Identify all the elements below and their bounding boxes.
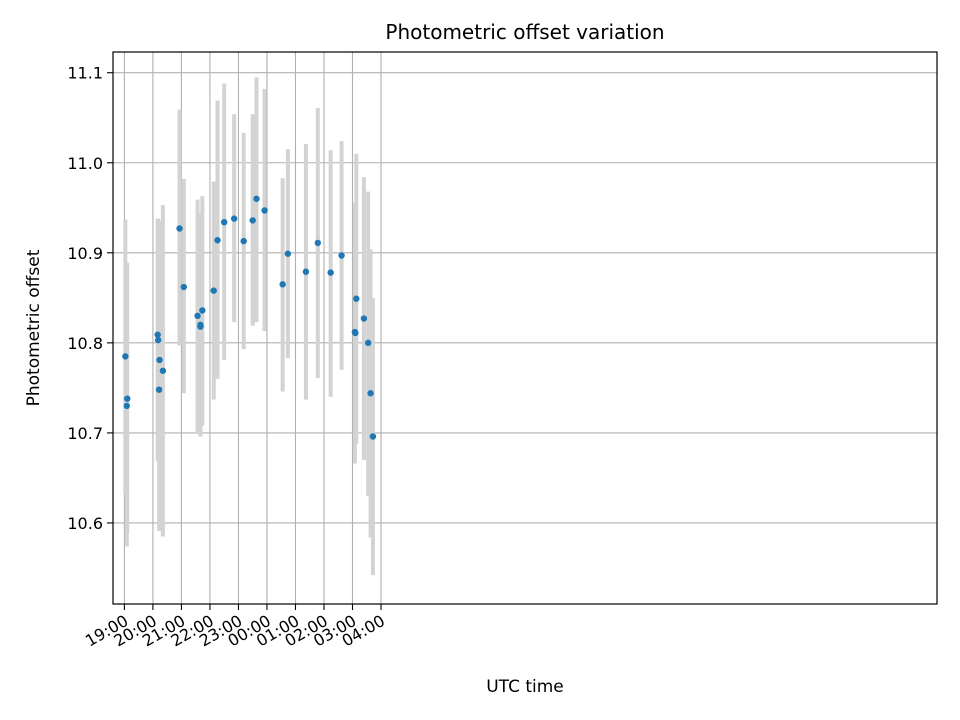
chart-title: Photometric offset variation <box>385 20 664 44</box>
data-point <box>199 307 206 314</box>
data-point <box>302 268 310 275</box>
data-point <box>367 390 374 397</box>
data-point <box>154 336 162 344</box>
y-tick-label: 10.7 <box>67 424 103 443</box>
data-point <box>214 237 221 244</box>
data-point <box>327 269 334 276</box>
data-point <box>180 283 188 291</box>
data-point <box>261 207 268 214</box>
data-point <box>353 295 360 302</box>
y-tick-label: 11.1 <box>67 64 103 83</box>
grid-lines <box>113 52 937 604</box>
y-tick-label: 10.6 <box>67 514 103 533</box>
data-point <box>230 215 238 222</box>
data-point <box>197 323 204 330</box>
data-point <box>122 353 129 360</box>
data-points <box>122 195 377 440</box>
data-point <box>364 339 372 347</box>
data-point <box>154 331 161 338</box>
data-point <box>279 281 286 288</box>
data-point <box>220 218 228 226</box>
data-point <box>124 395 131 402</box>
data-point <box>155 386 163 393</box>
x-axis-title: UTC time <box>486 677 564 697</box>
data-point <box>253 195 260 202</box>
data-point <box>159 367 167 374</box>
data-point <box>240 237 247 245</box>
data-point <box>123 402 130 410</box>
data-point <box>338 252 345 259</box>
y-axis-ticks: 10.6 10.7 10.8 10.9 11.0 11.1 <box>67 64 113 533</box>
y-tick-label: 10.8 <box>67 334 103 353</box>
plot-area-frame <box>112 51 938 605</box>
y-tick-label: 11.0 <box>67 154 103 173</box>
data-point <box>156 356 163 364</box>
error-bars <box>123 77 375 576</box>
data-point <box>369 433 377 440</box>
x-axis-ticks: 19:0020:0021:0022:0023:0000:0001:0002:00… <box>82 604 388 651</box>
y-tick-label: 10.9 <box>67 244 103 263</box>
data-point <box>360 315 368 322</box>
data-point <box>249 217 256 224</box>
data-point <box>284 250 292 257</box>
y-axis-title: Photometric offset <box>24 249 44 406</box>
data-point <box>176 225 183 232</box>
data-point <box>352 329 359 337</box>
data-point <box>314 239 322 247</box>
data-point <box>194 312 201 320</box>
data-point <box>210 287 217 294</box>
